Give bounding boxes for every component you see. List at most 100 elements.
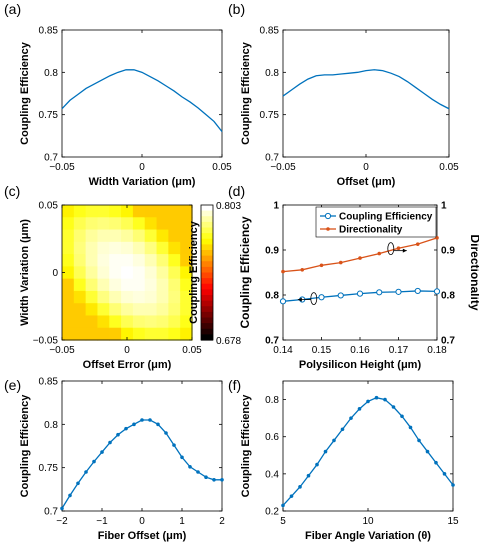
colorbar-segment bbox=[201, 295, 213, 302]
panel-label: (b) bbox=[228, 1, 245, 17]
coupling-efficiency-point bbox=[337, 292, 344, 299]
heatmap-cell bbox=[73, 327, 87, 341]
y-axis-label: Coupling Efficiency bbox=[19, 41, 31, 145]
directionality-point bbox=[415, 242, 420, 246]
series-0-point bbox=[116, 432, 120, 437]
arrowhead-left bbox=[297, 297, 302, 302]
colorbar-segment bbox=[201, 250, 213, 257]
series-0-point bbox=[180, 455, 184, 460]
colorbar-segment bbox=[201, 278, 213, 285]
heatmap-cell bbox=[97, 229, 110, 243]
coupling-efficiency-point bbox=[433, 288, 441, 295]
series-0-point bbox=[332, 438, 336, 443]
directionality-point bbox=[319, 263, 324, 268]
series-0-line bbox=[61, 69, 223, 133]
series-0-point bbox=[92, 459, 96, 464]
heatmap-cell bbox=[144, 217, 158, 231]
series-0-point bbox=[140, 418, 144, 422]
heatmap-cell bbox=[62, 205, 75, 218]
heatmap-cell bbox=[144, 315, 158, 329]
heatmap-cell bbox=[168, 217, 181, 231]
legend-box bbox=[315, 206, 437, 238]
heatmap-cell bbox=[180, 290, 193, 304]
y-right-tick-label: 1 bbox=[441, 201, 447, 212]
y-tick-label: 0.6 bbox=[265, 432, 279, 443]
series-0-point bbox=[68, 493, 72, 498]
colorbar-segment bbox=[201, 216, 213, 223]
y-tick-label: 0 bbox=[52, 268, 58, 279]
y-right-axis-label: Directionality bbox=[468, 234, 479, 310]
series-0-point bbox=[298, 485, 302, 489]
y-tick-label: 0.4 bbox=[265, 469, 279, 480]
heatmap-cell bbox=[121, 290, 134, 304]
heatmap-cell bbox=[97, 327, 110, 341]
colorbar-segment bbox=[201, 328, 213, 335]
y-tick-label: 0.8 bbox=[265, 291, 279, 302]
heatmap-cell bbox=[62, 241, 75, 255]
y-right-tick-label: 0.9 bbox=[441, 246, 455, 257]
heatmap-cell bbox=[85, 241, 99, 255]
heatmap-cell bbox=[156, 254, 169, 267]
heatmap-cell bbox=[121, 315, 134, 329]
series-0-point bbox=[357, 407, 362, 411]
panel-e: −2 −1 0 1 2 0.7 0.75 0.8 0.85 Fiber Offset (μm) Co… bbox=[4, 377, 225, 543]
legend-swatch-marker bbox=[326, 227, 330, 231]
series-0-point bbox=[220, 478, 224, 482]
x-tick-label: −0.05 bbox=[270, 162, 296, 173]
panel-c: −0.05 0 0.05 −0.05 0 0.05 Offset Error (μm) Wid… bbox=[4, 183, 241, 371]
x-tick-label: 0.05 bbox=[439, 162, 459, 173]
heatmap-cell bbox=[132, 266, 146, 280]
heatmap-cell bbox=[132, 290, 146, 304]
heatmap-cell bbox=[144, 266, 158, 280]
x-axis-label: Offset (μm) bbox=[337, 176, 396, 188]
legend-label: Directionality bbox=[339, 225, 403, 236]
heatmap-cell bbox=[109, 229, 122, 243]
heatmap-cell bbox=[85, 205, 99, 218]
colorbar-max-label: 0.803 bbox=[216, 201, 241, 212]
heatmap-cell bbox=[97, 315, 110, 329]
x-axis-label: Fiber Angle Variation (θ) bbox=[305, 530, 431, 542]
y-tick-label: 0.2 bbox=[265, 507, 279, 518]
heatmap-cell bbox=[144, 241, 158, 255]
legend: Coupling Efficiency Directionality bbox=[315, 206, 437, 238]
y-tick-label: 0.8 bbox=[265, 68, 279, 79]
heatmap-cell bbox=[109, 315, 122, 329]
y-tick-label: 0.8 bbox=[44, 420, 58, 431]
x-axis-label: Width Variation (μm) bbox=[89, 176, 196, 188]
heatmap-cell bbox=[132, 254, 146, 267]
heatmap-cell bbox=[180, 327, 193, 341]
directionality-line bbox=[282, 237, 438, 273]
series-0-point bbox=[434, 460, 438, 465]
heatmap-cell bbox=[62, 315, 75, 329]
heatmap-cell bbox=[156, 229, 169, 243]
x-tick-label: 0.16 bbox=[350, 345, 370, 356]
panel-d: 0.14 0.15 0.16 0.17 0.180.70.80.91Polysilico… bbox=[228, 183, 479, 371]
heatmap-cell bbox=[85, 217, 99, 231]
x-axis-label: Offset Error (μm) bbox=[83, 359, 172, 371]
panel-label: (c) bbox=[4, 183, 20, 199]
heatmap-cell bbox=[168, 278, 181, 292]
heatmap-cell bbox=[109, 205, 122, 218]
colorbar-segment bbox=[201, 221, 213, 229]
heatmap-cell bbox=[156, 278, 169, 292]
heatmap-cell bbox=[180, 217, 193, 231]
heatmap-cell bbox=[121, 327, 134, 341]
colorbar-frame bbox=[200, 204, 214, 341]
heatmap-cell bbox=[85, 290, 99, 304]
x-tick-label: 2 bbox=[219, 516, 225, 527]
heatmap-cell bbox=[73, 217, 87, 231]
legend-swatch-marker bbox=[324, 212, 332, 220]
series-0-point bbox=[383, 397, 387, 402]
colorbar-segment bbox=[201, 289, 213, 296]
series-0-point bbox=[76, 481, 80, 486]
heatmap-cell bbox=[85, 229, 99, 243]
heatmap-cell bbox=[180, 241, 193, 255]
heatmap-cell bbox=[132, 303, 146, 317]
x-tick-label: 0.15 bbox=[312, 345, 332, 356]
y-tick-label: 1 bbox=[273, 201, 279, 212]
x-tick-label: 0 bbox=[124, 345, 130, 356]
heatmap-cell bbox=[97, 254, 110, 267]
heatmap-cell bbox=[97, 217, 110, 231]
heatmap-cell bbox=[73, 290, 87, 304]
heatmap-cell bbox=[168, 254, 181, 267]
